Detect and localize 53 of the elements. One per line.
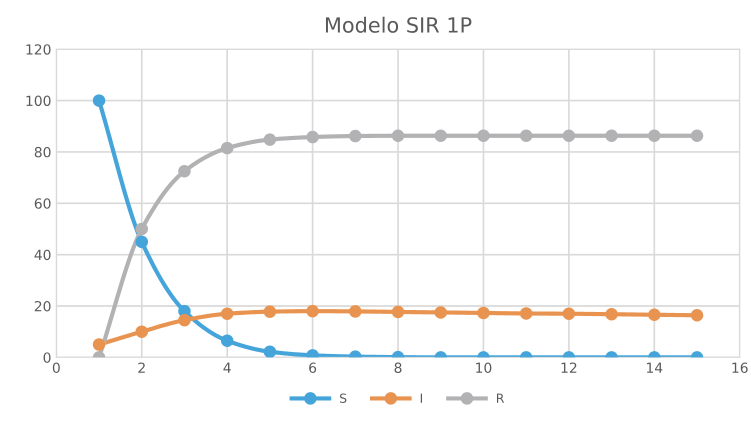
point xyxy=(264,305,276,318)
chart-title: Modelo SIR 1P xyxy=(326,16,472,33)
point xyxy=(92,338,106,351)
point xyxy=(562,307,576,320)
point xyxy=(306,304,319,318)
point xyxy=(477,130,490,142)
point xyxy=(520,307,532,320)
point xyxy=(220,307,234,320)
point xyxy=(562,130,576,142)
point xyxy=(92,94,106,107)
x-tick-label: 2 xyxy=(138,362,145,373)
x-tick-label: 8 xyxy=(394,362,402,373)
point xyxy=(306,130,319,144)
point xyxy=(136,236,148,248)
point xyxy=(648,308,661,321)
x-tick-label: 4 xyxy=(223,362,231,373)
x-tick-label: 16 xyxy=(732,362,748,373)
point xyxy=(264,345,276,358)
y-tick-label: 120 xyxy=(26,44,51,55)
x-tick-label: 14 xyxy=(647,362,662,373)
y-tick-label: 80 xyxy=(34,146,51,158)
point xyxy=(349,130,362,142)
point xyxy=(178,164,191,178)
legend-label: I xyxy=(420,394,422,403)
point xyxy=(136,222,148,236)
point xyxy=(178,314,191,326)
point xyxy=(392,130,404,142)
x-tick-label: 10 xyxy=(476,362,492,373)
point xyxy=(690,309,704,322)
y-tick-label: 100 xyxy=(26,96,51,106)
point xyxy=(264,133,276,146)
point xyxy=(605,130,618,142)
point xyxy=(220,142,234,154)
point xyxy=(520,130,532,142)
x-tick-label: 6 xyxy=(309,362,316,373)
legend-label: S xyxy=(340,394,346,403)
y-tick-label: 20 xyxy=(34,300,51,312)
point xyxy=(220,334,234,347)
point xyxy=(690,130,704,142)
x-tick-label: 12 xyxy=(562,362,576,373)
point xyxy=(392,306,404,318)
point xyxy=(477,306,490,320)
point xyxy=(136,325,148,338)
legend-label: R xyxy=(496,394,504,403)
point xyxy=(648,130,661,142)
point xyxy=(434,130,447,142)
point xyxy=(605,308,618,320)
x-tick-label: 0 xyxy=(52,362,60,373)
y-tick-label: 60 xyxy=(34,198,51,209)
point xyxy=(434,306,447,319)
y-tick-label: 0 xyxy=(44,352,51,363)
point xyxy=(349,305,362,318)
y-tick-label: 40 xyxy=(34,250,51,260)
